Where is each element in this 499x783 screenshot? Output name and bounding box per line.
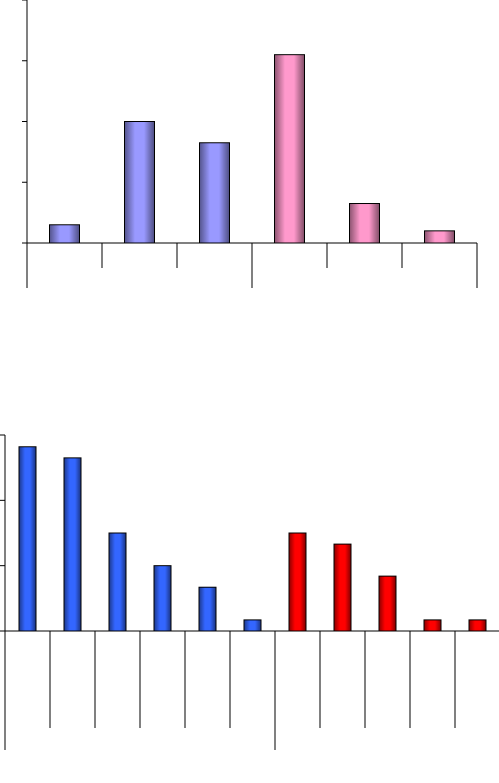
bar — [108, 532, 127, 632]
bar — [333, 543, 352, 632]
bar — [288, 532, 307, 632]
bar — [124, 121, 155, 244]
bar — [424, 230, 455, 244]
bar — [468, 619, 487, 632]
bar-chart — [0, 434, 499, 750]
bar — [423, 619, 442, 632]
bar — [49, 224, 80, 244]
bar — [198, 586, 217, 632]
bar — [274, 54, 305, 244]
bar-chart — [22, 0, 478, 288]
bar — [349, 203, 380, 244]
bar — [243, 619, 262, 632]
bar — [153, 565, 172, 632]
bar — [63, 457, 82, 632]
bar — [18, 446, 37, 632]
bar — [378, 575, 397, 632]
bar — [199, 142, 230, 244]
